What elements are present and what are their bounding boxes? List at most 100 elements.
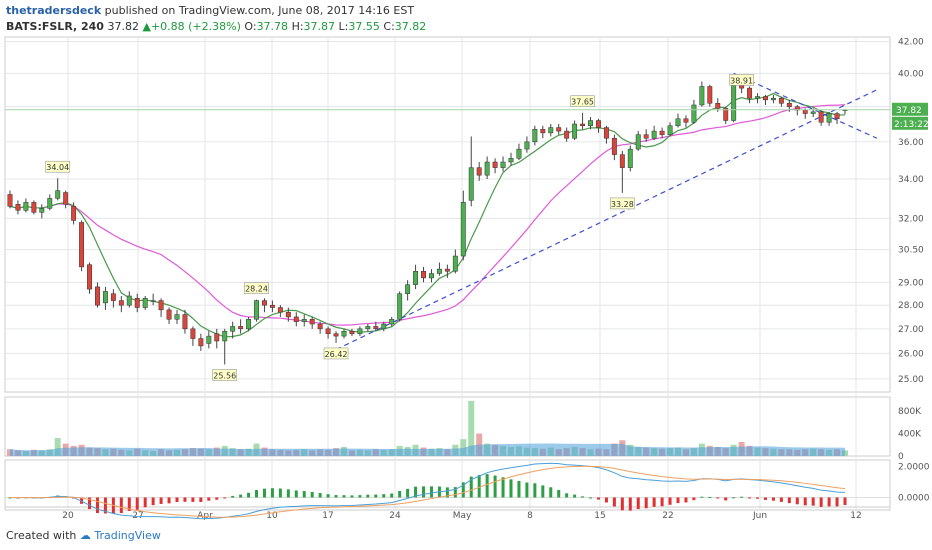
candle-body	[588, 120, 593, 127]
macd-histogram-bar	[708, 496, 712, 498]
time-tick-label: 12	[850, 511, 861, 521]
macd-histogram-bar	[374, 494, 378, 498]
price-annotation-box	[244, 282, 269, 294]
high-value: 37.87	[303, 20, 336, 33]
macd-histogram-bar	[565, 493, 569, 498]
price-tick-label: 25.00	[898, 375, 924, 385]
macd-histogram-bar	[294, 490, 298, 498]
candle-body	[596, 120, 601, 128]
macd-histogram-bar	[660, 497, 664, 507]
candle-body	[755, 96, 760, 99]
time-tick-label: Apr	[197, 511, 213, 521]
time-tick-label: 27	[132, 511, 143, 521]
macd-histogram-bar	[143, 497, 147, 508]
candle-body	[47, 198, 53, 209]
macd-histogram-bar	[414, 486, 418, 498]
author-name[interactable]: thetradersdeck	[6, 4, 102, 17]
macd-histogram-bar	[509, 479, 513, 498]
price-annotation-box	[570, 95, 595, 108]
price-tick-label: 42.00	[898, 38, 924, 48]
candle-body	[357, 328, 363, 334]
macd-histogram-bar	[700, 496, 704, 498]
price-tick-label: 30.50	[898, 246, 924, 256]
macd-histogram-bar	[748, 497, 752, 499]
macd-histogram-bar	[207, 497, 211, 501]
candle-body	[667, 125, 673, 135]
macd-histogram-bar	[477, 475, 481, 498]
price-annotation-box	[45, 160, 71, 173]
candle-body	[643, 134, 649, 139]
macd-histogram-bar	[581, 496, 585, 498]
macd-histogram-bar	[239, 494, 243, 498]
candle-body	[603, 127, 609, 139]
macd-histogram-bar	[398, 490, 402, 498]
created-with-label: Created with	[6, 529, 77, 542]
chart-header: thetradersdeck published on TradingView.…	[6, 4, 906, 34]
price-annotation-label: 25.56	[213, 371, 236, 380]
macd-histogram-bar	[724, 497, 728, 501]
macd-histogram-bar	[811, 497, 815, 506]
macd-histogram-bar	[199, 497, 203, 502]
candle-body	[214, 333, 220, 342]
macd-histogram-bar	[652, 497, 656, 507]
candle-body	[174, 314, 180, 320]
symbol-label[interactable]: BATS:FSLR, 240	[6, 20, 104, 33]
tradingview-brand[interactable]: TradingView	[94, 529, 161, 542]
macd-histogram-bar	[525, 482, 529, 498]
candle-body	[325, 328, 331, 334]
volume-tick-label: 0	[898, 452, 904, 462]
macd-tick-label: 2.0000	[898, 462, 930, 472]
macd-histogram-bar	[692, 497, 696, 501]
candle-body	[508, 158, 514, 163]
fast-moving-average-line	[9, 92, 846, 338]
macd-histogram-bar	[668, 497, 672, 505]
candle-body	[150, 300, 156, 302]
macd-histogram-bar	[469, 476, 473, 498]
candle-body	[635, 134, 641, 150]
price-tick-label: 36.00	[898, 138, 924, 148]
candle-body	[460, 202, 466, 257]
macd-histogram-bar	[366, 494, 370, 498]
macd-histogram-bar	[95, 497, 99, 514]
candle-body	[142, 298, 148, 308]
candle-body	[627, 148, 633, 168]
candle-body	[810, 111, 816, 114]
price-change: +0.88 (+2.38%)	[150, 20, 241, 33]
price-annotation-label: 34.04	[46, 163, 69, 172]
candle-body	[651, 130, 657, 139]
candle-body	[238, 326, 244, 330]
macd-histogram-bar	[270, 488, 274, 498]
macd-histogram-bar	[589, 497, 593, 499]
macd-histogram-bar	[740, 496, 744, 498]
price-tick-label: 34.00	[898, 175, 924, 185]
candle-body	[63, 192, 69, 205]
candle-body	[7, 194, 13, 207]
candle-body	[421, 271, 426, 279]
candle-body	[222, 331, 228, 342]
high-label: H:	[291, 20, 304, 33]
macd-histogram-bar	[676, 497, 680, 504]
candle-body	[79, 222, 85, 268]
candle-body	[126, 295, 132, 306]
candle-body	[301, 319, 307, 322]
macd-histogram-bar	[628, 497, 632, 511]
macd-histogram-bar	[549, 487, 553, 498]
macd-histogram-bar	[684, 497, 688, 503]
candle-body	[277, 307, 283, 313]
macd-histogram-bar	[803, 497, 807, 506]
candle-body	[198, 338, 204, 347]
candle-body	[158, 300, 164, 311]
low-label: L:	[338, 20, 349, 33]
footer: Created with ☁ TradingView	[6, 529, 161, 542]
candle-body	[333, 333, 339, 337]
candle-body	[564, 130, 570, 139]
candle-body	[381, 323, 387, 330]
macd-histogram-bar	[390, 493, 394, 498]
macd-histogram-bar	[262, 488, 266, 498]
candle-body	[31, 202, 37, 213]
price-chart[interactable]: 42.0040.0038.0036.0034.0032.0030.5029.00…	[0, 0, 932, 530]
candle-body	[341, 331, 347, 337]
candle-body	[715, 103, 721, 109]
close-value: 37.82	[394, 20, 427, 33]
candle-body	[452, 255, 458, 272]
